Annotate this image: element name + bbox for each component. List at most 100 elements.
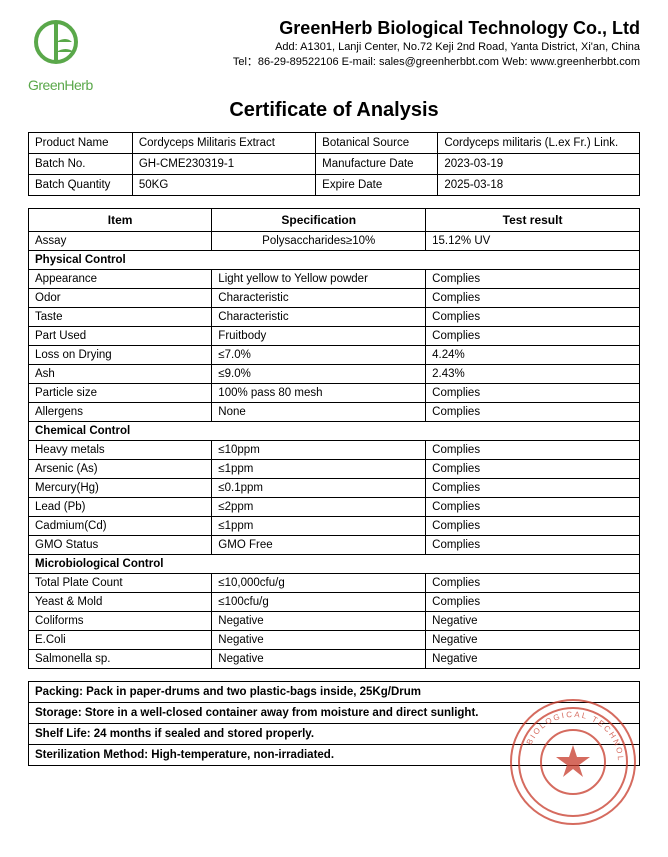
table-row: Lead (Pb)≤2ppmComplies <box>29 498 640 517</box>
cell-item: Part Used <box>29 327 212 346</box>
footer-packing: Packing: Pack in paper-drums and two pla… <box>29 682 640 703</box>
header-result: Test result <box>426 209 640 232</box>
cell-item: Heavy metals <box>29 441 212 460</box>
value-batch-qty: 50KG <box>132 175 315 196</box>
cell-result: Complies <box>426 593 640 612</box>
table-row: Chemical Control <box>29 422 640 441</box>
table-row: Ash≤9.0%2.43% <box>29 365 640 384</box>
meta-table: Product Name Cordyceps Militaris Extract… <box>28 132 640 196</box>
company-contact: Tel：86-29-89522106 E-mail: sales@greenhe… <box>105 53 640 69</box>
cell-item: Mercury(Hg) <box>29 479 212 498</box>
footer-sterilization: Sterilization Method: High-temperature, … <box>29 745 640 766</box>
table-row: Total Plate Count≤10,000cfu/gComplies <box>29 574 640 593</box>
cell-result: Complies <box>426 460 640 479</box>
cell-spec: ≤10ppm <box>212 441 426 460</box>
cell-item: Loss on Drying <box>29 346 212 365</box>
cell-item: Taste <box>29 308 212 327</box>
cell-spec: ≤9.0% <box>212 365 426 384</box>
table-row: OdorCharacteristicComplies <box>29 289 640 308</box>
value-product-name: Cordyceps Militaris Extract <box>132 133 315 154</box>
page-title: Certificate of Analysis <box>28 99 640 122</box>
section-label: Chemical Control <box>29 422 640 441</box>
cell-result: Complies <box>426 536 640 555</box>
header-item: Item <box>29 209 212 232</box>
cell-item: Particle size <box>29 384 212 403</box>
cell-item: Total Plate Count <box>29 574 212 593</box>
cell-result: Complies <box>426 270 640 289</box>
cell-item: Allergens <box>29 403 212 422</box>
cell-item: Assay <box>29 232 212 251</box>
cell-result: 2.43% <box>426 365 640 384</box>
cell-item: Salmonella sp. <box>29 650 212 669</box>
cell-spec: Fruitbody <box>212 327 426 346</box>
cell-result: Complies <box>426 574 640 593</box>
value-expire-date: 2025-03-18 <box>438 175 640 196</box>
table-row: AppearanceLight yellow to Yellow powderC… <box>29 270 640 289</box>
label-manufacture-date: Manufacture Date <box>316 154 438 175</box>
cell-result: Complies <box>426 327 640 346</box>
table-row: TasteCharacteristicComplies <box>29 308 640 327</box>
header-text: GreenHerb Biological Technology Co., Ltd… <box>105 18 640 69</box>
table-row: E.ColiNegativeNegative <box>29 631 640 650</box>
cell-result: Complies <box>426 289 640 308</box>
cell-result: Complies <box>426 384 640 403</box>
cell-spec: Characteristic <box>212 308 426 327</box>
cell-spec: GMO Free <box>212 536 426 555</box>
table-row: Part UsedFruitbodyComplies <box>29 327 640 346</box>
table-row: GMO StatusGMO FreeComplies <box>29 536 640 555</box>
cell-result: Complies <box>426 517 640 536</box>
table-row: Cadmium(Cd)≤1ppmComplies <box>29 517 640 536</box>
cell-result: Negative <box>426 612 640 631</box>
cell-spec: Negative <box>212 650 426 669</box>
cell-result: Complies <box>426 403 640 422</box>
table-row: ColiformsNegativeNegative <box>29 612 640 631</box>
label-product-name: Product Name <box>29 133 133 154</box>
cell-result: Complies <box>426 498 640 517</box>
table-row: Arsenic (As)≤1ppmComplies <box>29 460 640 479</box>
table-row: Salmonella sp.NegativeNegative <box>29 650 640 669</box>
results-table: Item Specification Test result AssayPoly… <box>28 208 640 669</box>
cell-spec: ≤0.1ppm <box>212 479 426 498</box>
header: GreenHerb GreenHerb Biological Technolog… <box>28 18 640 93</box>
cell-item: Coliforms <box>29 612 212 631</box>
cell-spec: ≤10,000cfu/g <box>212 574 426 593</box>
table-row: Yeast & Mold≤100cfu/gComplies <box>29 593 640 612</box>
cell-spec: ≤1ppm <box>212 460 426 479</box>
cell-spec: Light yellow to Yellow powder <box>212 270 426 289</box>
label-batch-qty: Batch Quantity <box>29 175 133 196</box>
leaf-icon <box>28 18 84 74</box>
table-row: Loss on Drying≤7.0%4.24% <box>29 346 640 365</box>
cell-item: Lead (Pb) <box>29 498 212 517</box>
value-botanical-source: Cordyceps militaris (L.ex Fr.) Link. <box>438 133 640 154</box>
section-label: Physical Control <box>29 251 640 270</box>
cell-item: Ash <box>29 365 212 384</box>
table-row: AssayPolysaccharides≥10%15.12% UV <box>29 232 640 251</box>
cell-item: Arsenic (As) <box>29 460 212 479</box>
cell-result: Negative <box>426 650 640 669</box>
cell-result: Complies <box>426 441 640 460</box>
company-address: Add: A1301, Lanji Center, No.72 Keji 2nd… <box>105 41 640 53</box>
cell-item: Cadmium(Cd) <box>29 517 212 536</box>
logo-text: GreenHerb <box>28 77 93 93</box>
cell-spec: Characteristic <box>212 289 426 308</box>
cell-result: Complies <box>426 308 640 327</box>
cell-spec: Negative <box>212 631 426 650</box>
footer-storage: Storage: Store in a well-closed containe… <box>29 703 640 724</box>
cell-result: 15.12% UV <box>426 232 640 251</box>
table-row: Physical Control <box>29 251 640 270</box>
cell-spec: 100% pass 80 mesh <box>212 384 426 403</box>
cell-spec: Negative <box>212 612 426 631</box>
cell-item: Appearance <box>29 270 212 289</box>
footer-shelf: Shelf Life: 24 months if sealed and stor… <box>29 724 640 745</box>
cell-result: 4.24% <box>426 346 640 365</box>
cell-spec: ≤1ppm <box>212 517 426 536</box>
table-row: Heavy metals≤10ppmComplies <box>29 441 640 460</box>
table-row: Mercury(Hg)≤0.1ppmComplies <box>29 479 640 498</box>
cell-spec: ≤2ppm <box>212 498 426 517</box>
cell-item: Yeast & Mold <box>29 593 212 612</box>
value-manufacture-date: 2023-03-19 <box>438 154 640 175</box>
footer-table: Packing: Pack in paper-drums and two pla… <box>28 681 640 766</box>
cell-item: GMO Status <box>29 536 212 555</box>
label-botanical-source: Botanical Source <box>316 133 438 154</box>
cell-spec: ≤100cfu/g <box>212 593 426 612</box>
